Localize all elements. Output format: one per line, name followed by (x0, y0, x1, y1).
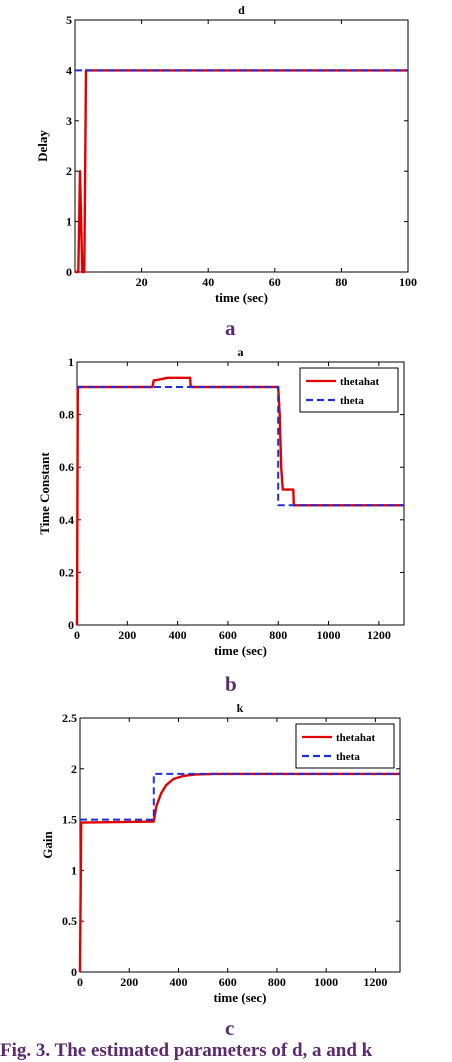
series-line-series-0 (75, 69, 408, 274)
x-tick-label: 20 (136, 275, 148, 289)
x-tick-label: 400 (169, 628, 187, 642)
x-axis-label: time (sec) (213, 990, 266, 1005)
series-line-thetahat (75, 376, 404, 626)
y-tick-label: 0.5 (62, 914, 77, 928)
x-tick-label: 100 (399, 275, 417, 289)
y-tick-label: 2 (71, 762, 77, 776)
x-tick-label: 200 (120, 975, 138, 989)
y-tick-label: 0 (71, 965, 77, 979)
x-tick-label: 800 (269, 628, 287, 642)
chart-panel-2: k 0 200 400 600 800 1000 1200 0 0.5 1 1.5 2 2.5 time (… (40, 701, 401, 1005)
chart-title: k (237, 701, 244, 715)
x-tick-label: 1000 (314, 975, 338, 989)
y-tick-label: 0.8 (59, 408, 74, 422)
series-line-theta (80, 772, 400, 821)
x-tick-label: 600 (219, 628, 237, 642)
y-tick-label: 0.6 (59, 460, 74, 474)
x-tick-label: 600 (219, 975, 237, 989)
y-tick-label: 1 (68, 355, 74, 369)
legend-label: thetahat (340, 376, 379, 388)
series-line-theta (77, 386, 404, 507)
y-tick-label: 3 (66, 114, 72, 128)
x-tick-label: 1000 (317, 628, 341, 642)
legend-box (295, 723, 395, 769)
y-tick-label: 2 (66, 164, 72, 178)
legend-label: theta (336, 751, 360, 763)
chart-panel-0: d 20 40 60 80 100 0 1 2 3 4 5 time (sec) Delay (35, 3, 417, 305)
plot-frame (74, 19, 409, 273)
y-tick-label: 1.5 (62, 813, 77, 827)
x-tick-label: 1200 (367, 628, 391, 642)
x-tick-label: 800 (268, 975, 286, 989)
legend-label: theta (340, 395, 364, 407)
y-tick-label: 5 (66, 13, 72, 27)
x-tick-label: 40 (202, 275, 214, 289)
legend: thetahat theta (299, 367, 399, 413)
series-line-thetahat (78, 772, 400, 973)
y-tick-label: 2.5 (62, 711, 77, 725)
legend-label: thetahat (336, 732, 375, 744)
y-tick-label: 0 (66, 265, 72, 279)
x-axis-label: time (sec) (215, 290, 268, 305)
y-axis-label: Time Constant (37, 452, 52, 535)
y-tick-label: 1 (66, 215, 72, 229)
chart-title: a (238, 345, 244, 359)
x-tick-label: 200 (118, 628, 136, 642)
y-tick-label: 0 (68, 618, 74, 632)
x-tick-label: 80 (335, 275, 347, 289)
x-axis-label: time (sec) (214, 643, 267, 658)
x-tick-label: 0 (74, 628, 80, 642)
panel-letter-c: c (225, 1016, 235, 1040)
y-axis-label: Delay (35, 130, 50, 162)
legend-box (299, 367, 399, 413)
x-tick-label: 400 (169, 975, 187, 989)
chart-title: d (238, 3, 245, 17)
figure-caption: Fig. 3. The estimated parameters of d, a… (0, 1040, 373, 1061)
y-tick-label: 0.4 (59, 513, 74, 527)
y-axis-label: Gain (40, 831, 55, 859)
panel-letter-a: a (225, 316, 236, 340)
x-tick-label: 60 (269, 275, 281, 289)
y-tick-label: 0.2 (59, 565, 74, 579)
chart-panel-1: a 0 200 400 600 800 1000 1200 0 0.2 0.4 0.6 0.8 1 time… (37, 345, 405, 658)
y-tick-label: 1 (71, 863, 77, 877)
y-tick-label: 4 (66, 63, 72, 77)
x-tick-label: 1200 (363, 975, 387, 989)
panel-letter-b: b (225, 672, 237, 696)
legend: thetahat theta (295, 723, 395, 769)
x-tick-label: 0 (77, 975, 83, 989)
